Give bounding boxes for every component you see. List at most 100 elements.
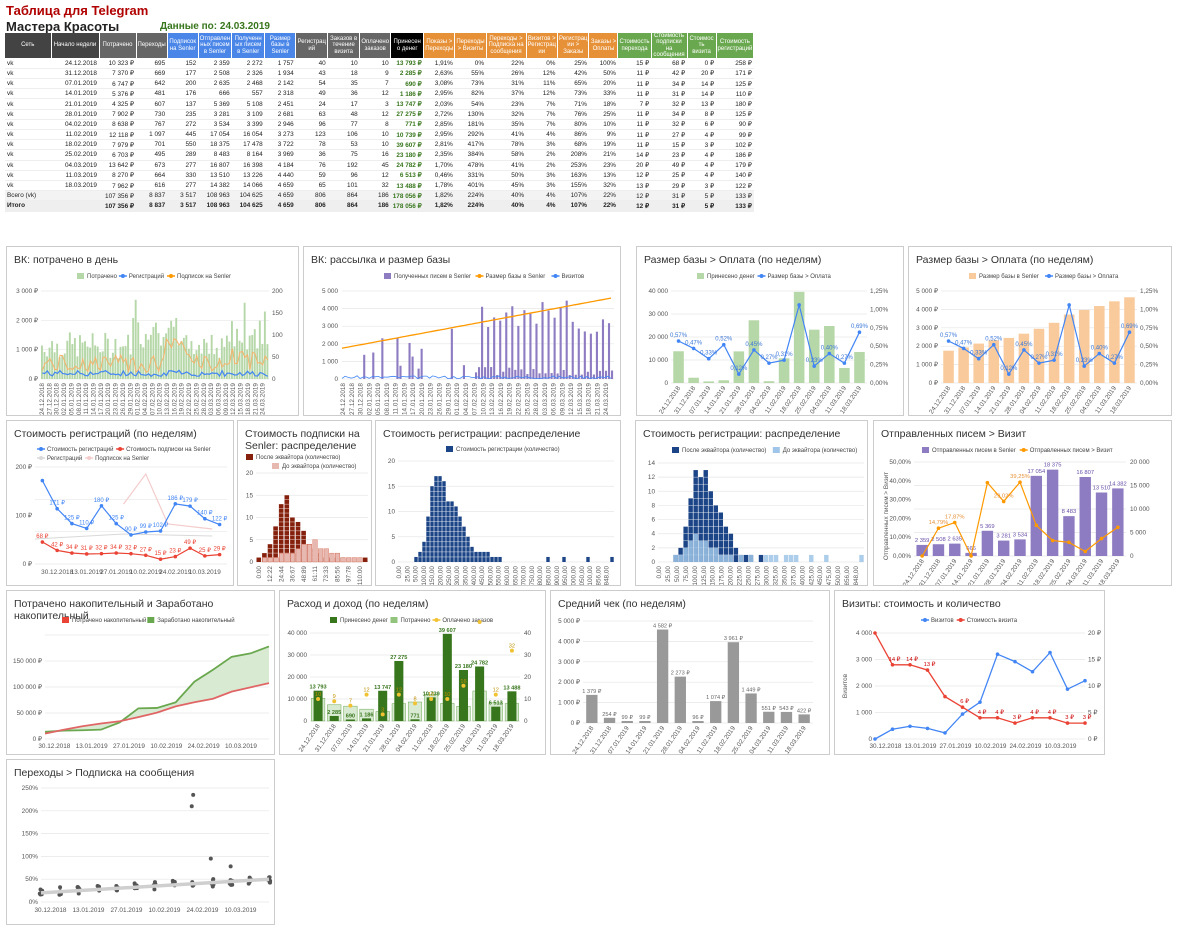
table-cell[interactable]: 45 xyxy=(359,160,391,171)
table-cell[interactable]: 2% xyxy=(526,149,558,161)
table-cell[interactable]: 12 ₽ xyxy=(617,190,652,202)
table-cell[interactable]: 12 xyxy=(359,109,391,120)
table-cell[interactable]: 8 164 xyxy=(231,149,265,161)
column-header[interactable]: Визитов > Регистрац ии xyxy=(526,33,559,59)
table-cell[interactable]: 32% xyxy=(588,180,618,192)
table-cell[interactable]: 2 285 ₽ xyxy=(390,68,424,80)
table-cell[interactable]: 253% xyxy=(557,160,589,171)
table-cell[interactable]: 32% xyxy=(486,109,527,120)
table-cell[interactable]: 27 275 ₽ xyxy=(390,109,424,120)
table-cell[interactable]: vk xyxy=(5,109,51,120)
table-cell[interactable]: 50% xyxy=(486,170,527,181)
table-cell[interactable]: 7% xyxy=(526,98,558,110)
table-cell[interactable]: 11 ₽ xyxy=(617,139,652,151)
table-cell[interactable]: 3 969 xyxy=(264,149,296,161)
table-cell[interactable]: 77 xyxy=(327,119,360,131)
table-cell[interactable]: vk xyxy=(5,68,51,80)
column-header[interactable]: Стоимос ть визита xyxy=(687,33,717,59)
table-cell[interactable]: 277 xyxy=(167,160,199,171)
table-cell[interactable]: 8 270 ₽ xyxy=(99,170,136,181)
table-cell[interactable]: 864 xyxy=(327,200,360,212)
table-cell[interactable]: 4% xyxy=(526,129,558,141)
table-cell[interactable]: 15 ₽ xyxy=(617,58,652,69)
table-cell[interactable]: 24.12.2018 xyxy=(51,58,99,69)
table-cell[interactable]: 13 642 ₽ xyxy=(99,160,136,171)
table-cell[interactable]: 12 ₽ xyxy=(617,170,652,181)
table-cell[interactable]: 25.02.2019 xyxy=(51,149,99,161)
table-cell[interactable]: 48 xyxy=(327,109,360,120)
table-cell[interactable]: 8 837 xyxy=(136,200,168,212)
table-cell[interactable]: 6 ₽ xyxy=(687,119,717,131)
table-cell[interactable]: vk xyxy=(5,160,51,171)
table-cell[interactable]: 10 739 ₽ xyxy=(390,129,424,141)
table-cell[interactable]: 25% xyxy=(557,58,589,69)
table-cell[interactable]: 4% xyxy=(526,190,558,202)
table-cell[interactable]: 22% xyxy=(588,200,618,212)
table-cell[interactable]: 6 703 ₽ xyxy=(99,149,136,161)
column-header[interactable]: Переходы > Визиты xyxy=(454,33,487,59)
table-cell[interactable]: 11 ₽ xyxy=(617,78,652,90)
table-cell[interactable]: 58% xyxy=(486,149,527,161)
table-cell[interactable]: 481 xyxy=(136,88,168,100)
chart-subscription-distribution[interactable]: Стоимость подписки на Senler: распределе… xyxy=(237,420,372,586)
table-cell[interactable]: 1 186 ₽ xyxy=(390,88,424,100)
table-cell[interactable]: 277 xyxy=(167,180,199,192)
table-cell[interactable]: 0% xyxy=(454,58,487,69)
table-cell[interactable]: 54% xyxy=(454,98,487,110)
table-cell[interactable]: 22% xyxy=(486,58,527,69)
table-cell[interactable]: 26% xyxy=(486,68,527,80)
table-cell[interactable]: 36 xyxy=(295,149,328,161)
table-cell[interactable]: 13 747 ₽ xyxy=(390,98,424,110)
table-cell[interactable]: 1 934 xyxy=(264,68,296,80)
table-cell[interactable]: 15 ₽ xyxy=(651,139,688,151)
table-cell[interactable]: 701 xyxy=(136,139,168,151)
table-cell[interactable]: 23% xyxy=(588,160,618,171)
table-cell[interactable]: 23 ₽ xyxy=(651,149,688,161)
table-cell[interactable]: 96 xyxy=(327,170,360,181)
table-cell[interactable]: 22% xyxy=(588,190,618,202)
table-cell[interactable]: 2,95% xyxy=(423,129,455,141)
table-cell[interactable]: vk xyxy=(5,139,51,151)
table-cell[interactable]: 176 xyxy=(167,88,199,100)
table-cell[interactable]: 40% xyxy=(486,190,527,202)
table-cell[interactable]: 19% xyxy=(588,139,618,151)
chart-base-payment-size[interactable]: Размер базы > Оплата (по неделям) Размер… xyxy=(908,246,1172,416)
table-cell[interactable]: 4% xyxy=(526,200,558,212)
chart-registration-distribution[interactable]: Стоимость регистрации: распределение Сто… xyxy=(375,420,621,586)
table-cell[interactable]: 43 xyxy=(295,68,328,80)
table-cell[interactable]: 73% xyxy=(557,88,589,100)
table-cell[interactable]: 13 ₽ xyxy=(617,180,652,192)
table-cell[interactable]: 65 xyxy=(295,180,328,192)
column-header[interactable]: Регистрац ии > Заказы xyxy=(557,33,590,59)
table-cell[interactable]: 45% xyxy=(486,180,527,192)
table-cell[interactable]: 2 142 xyxy=(264,78,296,90)
table-cell[interactable]: 31 ₽ xyxy=(651,88,688,100)
table-cell[interactable]: 18 xyxy=(327,68,360,80)
table-cell[interactable]: 125 ₽ xyxy=(716,109,754,120)
column-header[interactable]: Оплачено заказов xyxy=(359,33,392,59)
table-cell[interactable]: vk xyxy=(5,58,51,69)
column-header[interactable]: Сеть xyxy=(5,33,52,59)
table-cell[interactable]: 106 xyxy=(327,129,360,141)
table-cell[interactable]: 102 ₽ xyxy=(716,139,754,151)
table-cell[interactable]: 04.02.2019 xyxy=(51,119,99,131)
table-cell[interactable]: 2,63% xyxy=(423,68,455,80)
table-cell[interactable]: 3,08% xyxy=(423,78,455,90)
table-cell[interactable]: 806 xyxy=(295,190,328,202)
table-cell[interactable]: 11% xyxy=(526,78,558,90)
table-cell[interactable]: 11 ₽ xyxy=(617,68,652,80)
table-cell[interactable]: 163% xyxy=(557,170,589,181)
table-cell[interactable]: 37% xyxy=(486,88,527,100)
table-cell[interactable]: 31% xyxy=(486,78,527,90)
table-cell[interactable]: 14 382 xyxy=(198,180,232,192)
table-cell[interactable]: 2 635 xyxy=(198,78,232,90)
table-cell[interactable]: 96 xyxy=(295,119,328,131)
table-cell[interactable]: 2 508 xyxy=(198,68,232,80)
table-cell[interactable]: 1,70% xyxy=(423,160,455,171)
table-cell[interactable]: 2 451 xyxy=(264,98,296,110)
table-cell[interactable]: 289 xyxy=(167,149,199,161)
table-cell[interactable]: 14 ₽ xyxy=(687,78,717,90)
table-cell[interactable]: 3 517 xyxy=(167,200,199,212)
table-cell[interactable]: 331% xyxy=(454,170,487,181)
table-cell[interactable]: 179 ₽ xyxy=(716,160,754,171)
